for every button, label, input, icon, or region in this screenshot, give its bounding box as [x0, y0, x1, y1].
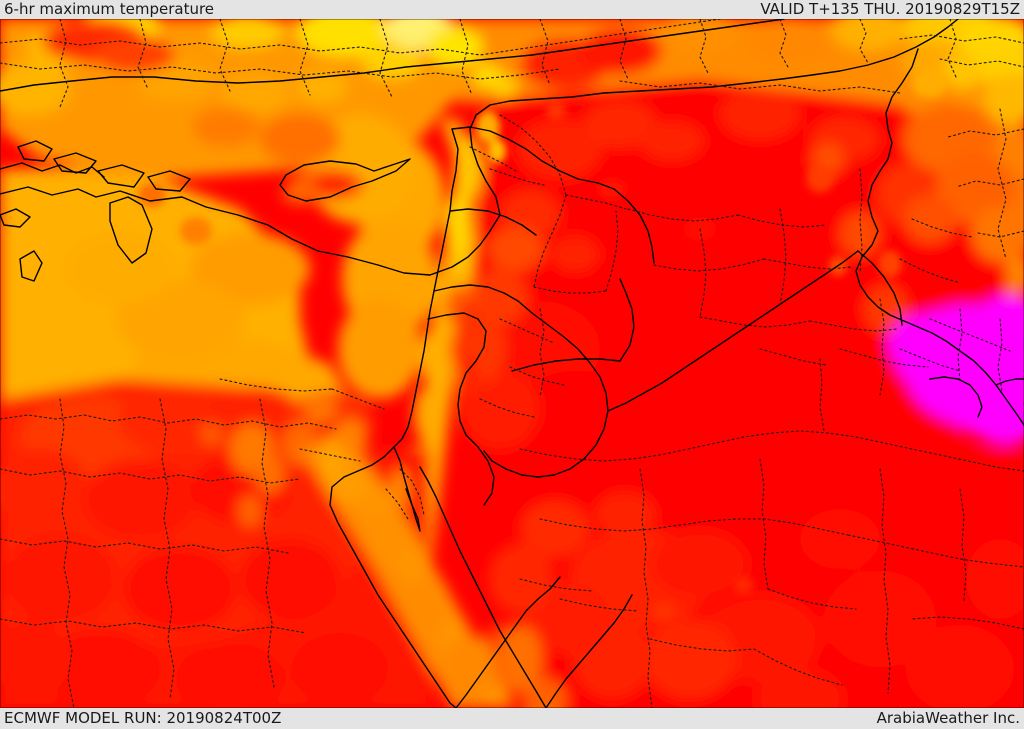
model-run-label: ECMWF MODEL RUN: 20190824T00Z [4, 709, 282, 727]
map-footer-bar: ECMWF MODEL RUN: 20190824T00Z ArabiaWeat… [0, 708, 1024, 729]
valid-time-label: VALID T+135 THU. 20190829T15Z [760, 0, 1020, 18]
map-raster [0, 19, 1024, 708]
map-title: 6-hr maximum temperature [4, 0, 215, 18]
province-borders [0, 19, 1024, 708]
country-borders [0, 19, 1024, 708]
temperature-map[interactable] [0, 19, 1024, 708]
attribution-label: ArabiaWeather Inc. [876, 709, 1020, 727]
map-header-bar: 6-hr maximum temperature VALID T+135 THU… [0, 0, 1024, 19]
